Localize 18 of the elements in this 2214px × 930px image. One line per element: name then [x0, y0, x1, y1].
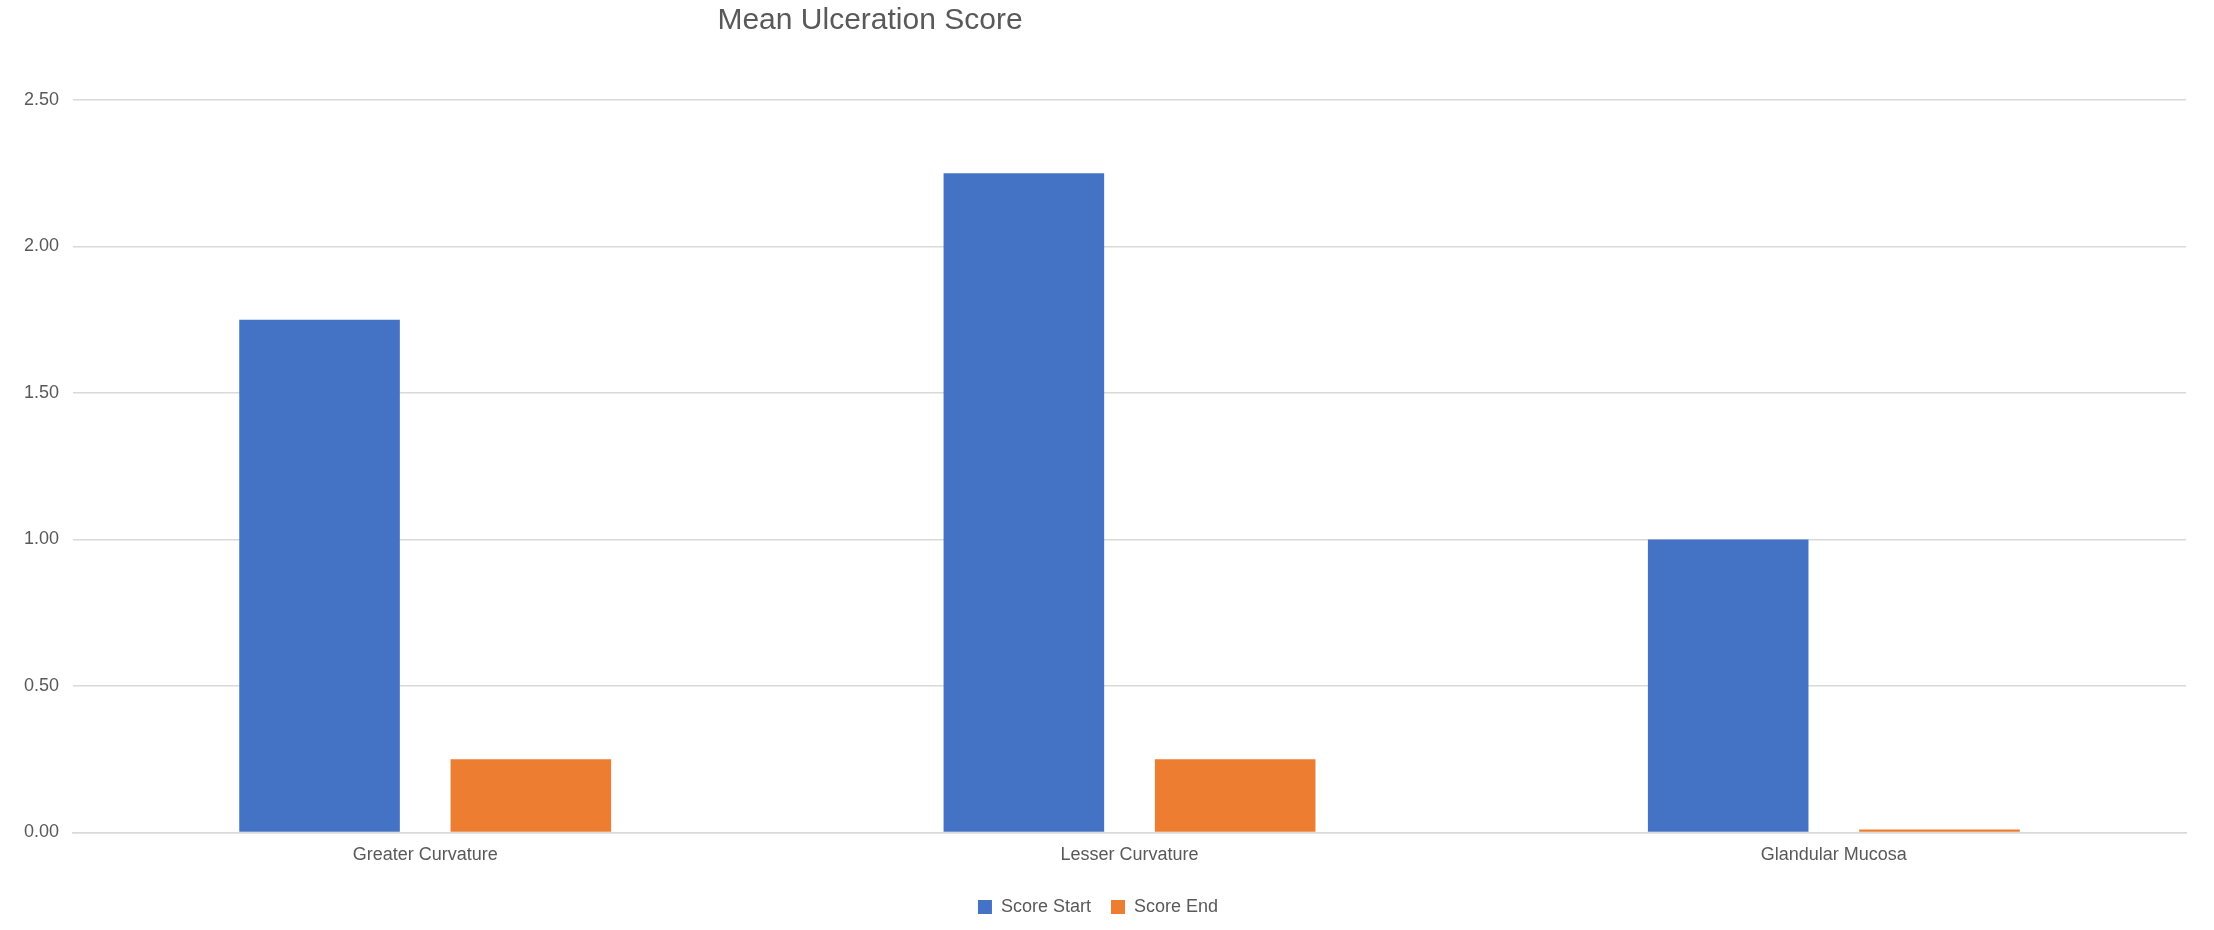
y-tick-label: 0.00	[23, 821, 60, 842]
x-tick-label: Glandular Mucosa	[1760, 844, 1908, 865]
chart-title: Mean Ulceration Score	[716, 2, 1024, 36]
bar	[239, 319, 400, 832]
x-tick-label: Lesser Curvature	[1060, 844, 1199, 865]
bar	[1859, 829, 2020, 832]
y-tick-label: 2.50	[23, 88, 60, 109]
legend-label: Score End	[1133, 895, 1219, 916]
bar	[450, 759, 612, 832]
y-tick-label: 1.00	[23, 528, 60, 549]
bar	[943, 173, 1105, 832]
y-tick-label: 0.50	[23, 674, 60, 695]
bar	[1647, 539, 1809, 832]
bar	[1154, 759, 1316, 832]
x-tick-label: Greater Curvature	[352, 844, 498, 865]
legend-label: Score Start	[1000, 895, 1091, 916]
y-tick-label: 1.50	[23, 381, 60, 402]
y-tick-label: 2.00	[23, 235, 60, 256]
